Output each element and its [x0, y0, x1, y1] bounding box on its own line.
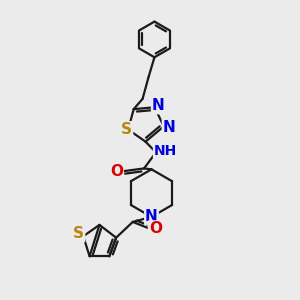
Text: NH: NH	[154, 144, 177, 158]
Text: S: S	[121, 122, 132, 137]
Text: O: O	[110, 164, 123, 179]
Text: N: N	[152, 98, 165, 113]
Text: O: O	[149, 221, 162, 236]
Text: S: S	[73, 226, 84, 242]
Text: N: N	[145, 209, 158, 224]
Text: N: N	[163, 119, 176, 134]
